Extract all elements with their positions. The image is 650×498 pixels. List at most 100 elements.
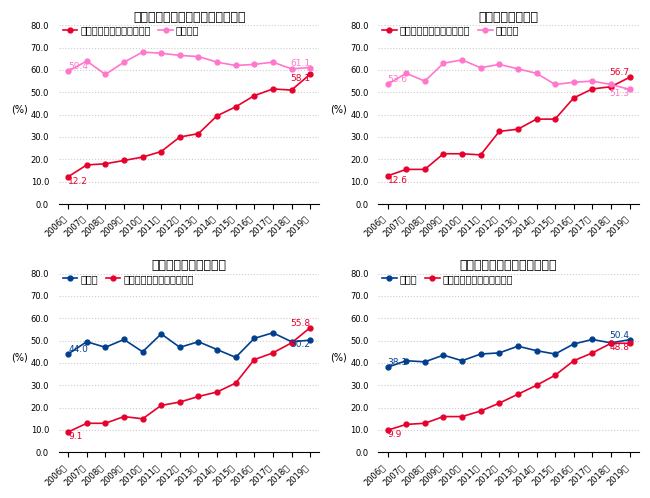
Line: パソコン: パソコン bbox=[385, 57, 632, 92]
携帯電話／スマートフォン bbox=[232, 380, 240, 386]
携帯電話／スマートフォン bbox=[306, 71, 314, 77]
携帯電話／スマートフォン bbox=[570, 358, 578, 364]
Title: 【情報が幅広い】: 【情報が幅広い】 bbox=[478, 11, 539, 24]
携帯電話／スマートフォン bbox=[439, 414, 447, 420]
携帯電話／スマートフォン bbox=[250, 357, 258, 363]
携帯電話／スマートフォン bbox=[138, 154, 146, 160]
携帯電話／スマートフォン bbox=[514, 391, 522, 397]
携帯電話／スマートフォン bbox=[194, 393, 202, 399]
携帯電話／スマートフォン bbox=[532, 116, 540, 122]
携帯電話／スマートフォン bbox=[213, 113, 221, 119]
パソコン bbox=[495, 61, 503, 67]
Line: 携帯電話／スマートフォン: 携帯電話／スマートフォン bbox=[385, 75, 632, 178]
Text: 61.1: 61.1 bbox=[290, 58, 310, 68]
テレビ bbox=[232, 355, 240, 361]
パソコン bbox=[402, 70, 410, 76]
パソコン bbox=[607, 82, 615, 88]
携帯電話／スマートフォン bbox=[384, 173, 391, 179]
パソコン bbox=[176, 52, 184, 58]
テレビ bbox=[287, 339, 295, 345]
パソコン bbox=[194, 54, 202, 60]
テレビ bbox=[551, 351, 559, 357]
パソコン bbox=[588, 78, 596, 84]
テレビ bbox=[439, 352, 447, 358]
携帯電話／スマートフォン bbox=[626, 340, 634, 346]
パソコン bbox=[269, 59, 277, 65]
Text: 51.3: 51.3 bbox=[610, 90, 630, 99]
Line: 携帯電話／スマートフォン: 携帯電話／スマートフォン bbox=[66, 72, 313, 179]
携帯電話／スマートフォン bbox=[138, 416, 146, 422]
パソコン bbox=[232, 63, 240, 69]
パソコン bbox=[306, 65, 314, 71]
Text: 58.1: 58.1 bbox=[290, 74, 310, 83]
パソコン bbox=[287, 66, 295, 72]
テレビ bbox=[570, 341, 578, 347]
Line: 携帯電話／スマートフォン: 携帯電話／スマートフォン bbox=[385, 341, 632, 433]
携帯電話／スマートフォン bbox=[570, 95, 578, 101]
パソコン bbox=[570, 79, 578, 85]
携帯電話／スマートフォン bbox=[384, 427, 391, 433]
携帯電話／スマートフォン bbox=[476, 408, 484, 414]
テレビ bbox=[120, 337, 128, 343]
携帯電話／スマートフォン bbox=[157, 148, 165, 154]
パソコン bbox=[532, 70, 540, 76]
Y-axis label: (%): (%) bbox=[11, 105, 28, 115]
パソコン bbox=[384, 81, 391, 87]
パソコン bbox=[64, 68, 72, 74]
Text: 53.6: 53.6 bbox=[387, 75, 408, 84]
携帯電話／スマートフォン bbox=[83, 420, 90, 426]
Text: 44.0: 44.0 bbox=[68, 345, 88, 354]
Text: 9.1: 9.1 bbox=[68, 432, 83, 441]
Line: 携帯電話／スマートフォン: 携帯電話／スマートフォン bbox=[66, 325, 313, 434]
Legend: テレビ, 携帯電話／スマートフォン: テレビ, 携帯電話／スマートフォン bbox=[58, 270, 198, 288]
携帯電話／スマートフォン bbox=[157, 402, 165, 408]
Title: 【知りたい情報が詳しく分かる】: 【知りたい情報が詳しく分かる】 bbox=[133, 11, 246, 24]
テレビ bbox=[458, 358, 466, 364]
携帯電話／スマートフォン bbox=[458, 414, 466, 420]
Text: 56.7: 56.7 bbox=[610, 68, 630, 77]
携帯電話／スマートフォン bbox=[269, 86, 277, 92]
携帯電話／スマートフォン bbox=[176, 399, 184, 405]
携帯電話／スマートフォン bbox=[213, 389, 221, 395]
携帯電話／スマートフォン bbox=[64, 174, 72, 180]
Legend: 携帯電話／スマートフォン, パソコン: 携帯電話／スマートフォン, パソコン bbox=[58, 22, 203, 39]
Text: 48.8: 48.8 bbox=[610, 343, 630, 352]
テレビ bbox=[514, 343, 522, 349]
パソコン bbox=[421, 78, 429, 84]
携帯電話／スマートフォン bbox=[269, 350, 277, 356]
テレビ bbox=[269, 330, 277, 336]
テレビ bbox=[176, 344, 184, 350]
Line: パソコン: パソコン bbox=[66, 50, 313, 77]
携帯電話／スマートフォン bbox=[194, 130, 202, 136]
テレビ bbox=[476, 351, 484, 357]
パソコン bbox=[138, 49, 146, 55]
Title: 【身近な内容の情報が多い】: 【身近な内容の情報が多い】 bbox=[460, 259, 557, 272]
携帯電話／スマートフォン bbox=[83, 162, 90, 168]
Text: 9.9: 9.9 bbox=[387, 430, 402, 439]
携帯電話／スマートフォン bbox=[101, 161, 109, 167]
携帯電話／スマートフォン bbox=[120, 157, 128, 163]
携帯電話／スマートフォン bbox=[287, 87, 295, 93]
携帯電話／スマートフォン bbox=[287, 340, 295, 346]
テレビ bbox=[83, 339, 90, 345]
パソコン bbox=[213, 59, 221, 65]
携帯電話／スマートフォン bbox=[476, 152, 484, 158]
Text: 59.4: 59.4 bbox=[68, 62, 88, 71]
パソコン bbox=[439, 60, 447, 66]
テレビ bbox=[306, 337, 314, 343]
携帯電話／スマートフォン bbox=[551, 373, 559, 378]
パソコン bbox=[476, 65, 484, 71]
携帯電話／スマートフォン bbox=[439, 151, 447, 157]
テレビ bbox=[588, 337, 596, 343]
テレビ bbox=[101, 344, 109, 350]
Y-axis label: (%): (%) bbox=[331, 353, 347, 363]
Y-axis label: (%): (%) bbox=[11, 353, 28, 363]
Text: 12.2: 12.2 bbox=[68, 177, 88, 186]
携帯電話／スマートフォン bbox=[588, 350, 596, 356]
携帯電話／スマートフォン bbox=[588, 86, 596, 92]
Text: 38.1: 38.1 bbox=[387, 358, 408, 367]
テレビ bbox=[421, 359, 429, 365]
携帯電話／スマートフォン bbox=[250, 93, 258, 99]
パソコン bbox=[514, 66, 522, 72]
携帯電話／スマートフォン bbox=[458, 151, 466, 157]
